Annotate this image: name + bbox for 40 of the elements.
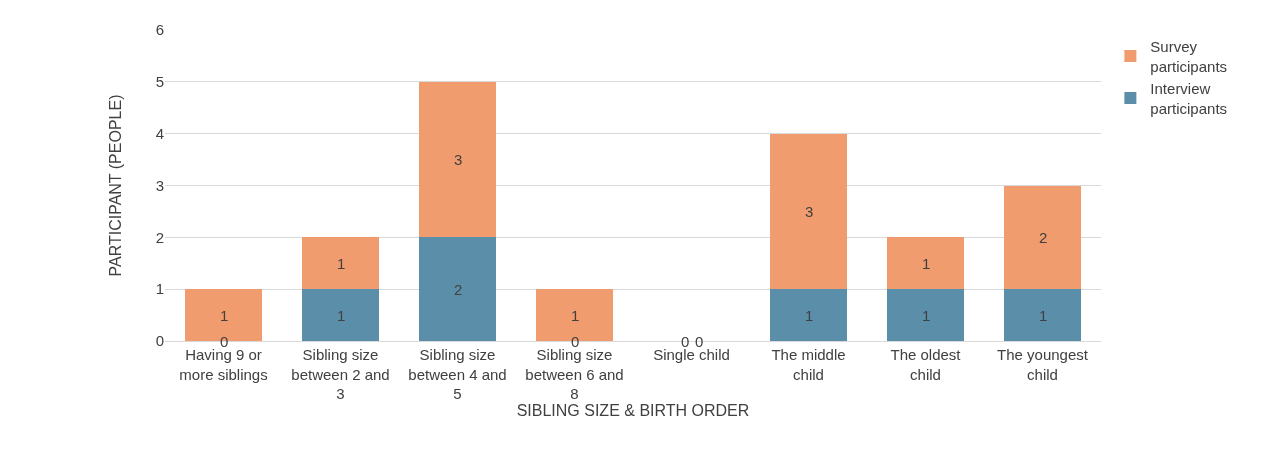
bar [887, 289, 964, 341]
y-axis-title: PARTICIPANT (PEOPLE) [106, 94, 124, 277]
data-label: 1 [337, 255, 346, 272]
data-label: 1 [805, 307, 814, 324]
y-tick-label: 4 [155, 124, 164, 142]
data-label: 2 [1039, 229, 1048, 246]
bar [887, 237, 964, 290]
bar [1004, 289, 1081, 341]
x-tick-label: The oldest child [890, 346, 962, 383]
data-label: 3 [454, 151, 463, 168]
y-tick-label: 2 [155, 228, 164, 246]
data-label: 1 [220, 307, 229, 324]
y-tick-label: 5 [155, 73, 164, 91]
y-tick-label: 6 [155, 21, 164, 39]
bar [770, 289, 847, 341]
bar [302, 237, 379, 290]
bar [770, 133, 847, 290]
bar [302, 289, 379, 341]
bar [419, 237, 496, 341]
x-axis-title: SIBLING SIZE & BIRTH ORDER [516, 402, 750, 419]
data-label: 1 [922, 255, 931, 272]
y-tick-label: 0 [155, 332, 164, 350]
data-label: 1 [571, 307, 580, 324]
x-tick-label: Sibling size between 6 and 8 [525, 346, 624, 402]
x-tick-label: Sibling size between 4 and 5 [408, 346, 507, 402]
x-tick-label: The youngest child [997, 346, 1089, 383]
data-label: 1 [922, 307, 931, 324]
data-label: 3 [805, 203, 814, 220]
data-label: 1 [337, 307, 346, 324]
y-tick-label: 3 [155, 176, 164, 194]
legend-label: Survey participants [1150, 38, 1228, 75]
legend-label: Interview participants [1150, 80, 1228, 117]
bar [1004, 185, 1081, 290]
data-label: 2 [454, 281, 463, 298]
x-tick-label: Sibling size between 2 and 3 [291, 346, 390, 402]
data-label: 1 [1039, 307, 1048, 324]
x-tick-label: Having 9 or more siblings [179, 346, 268, 383]
y-tick-label: 1 [155, 280, 164, 298]
bar [419, 81, 496, 238]
x-tick-label: The middle child [771, 346, 846, 383]
